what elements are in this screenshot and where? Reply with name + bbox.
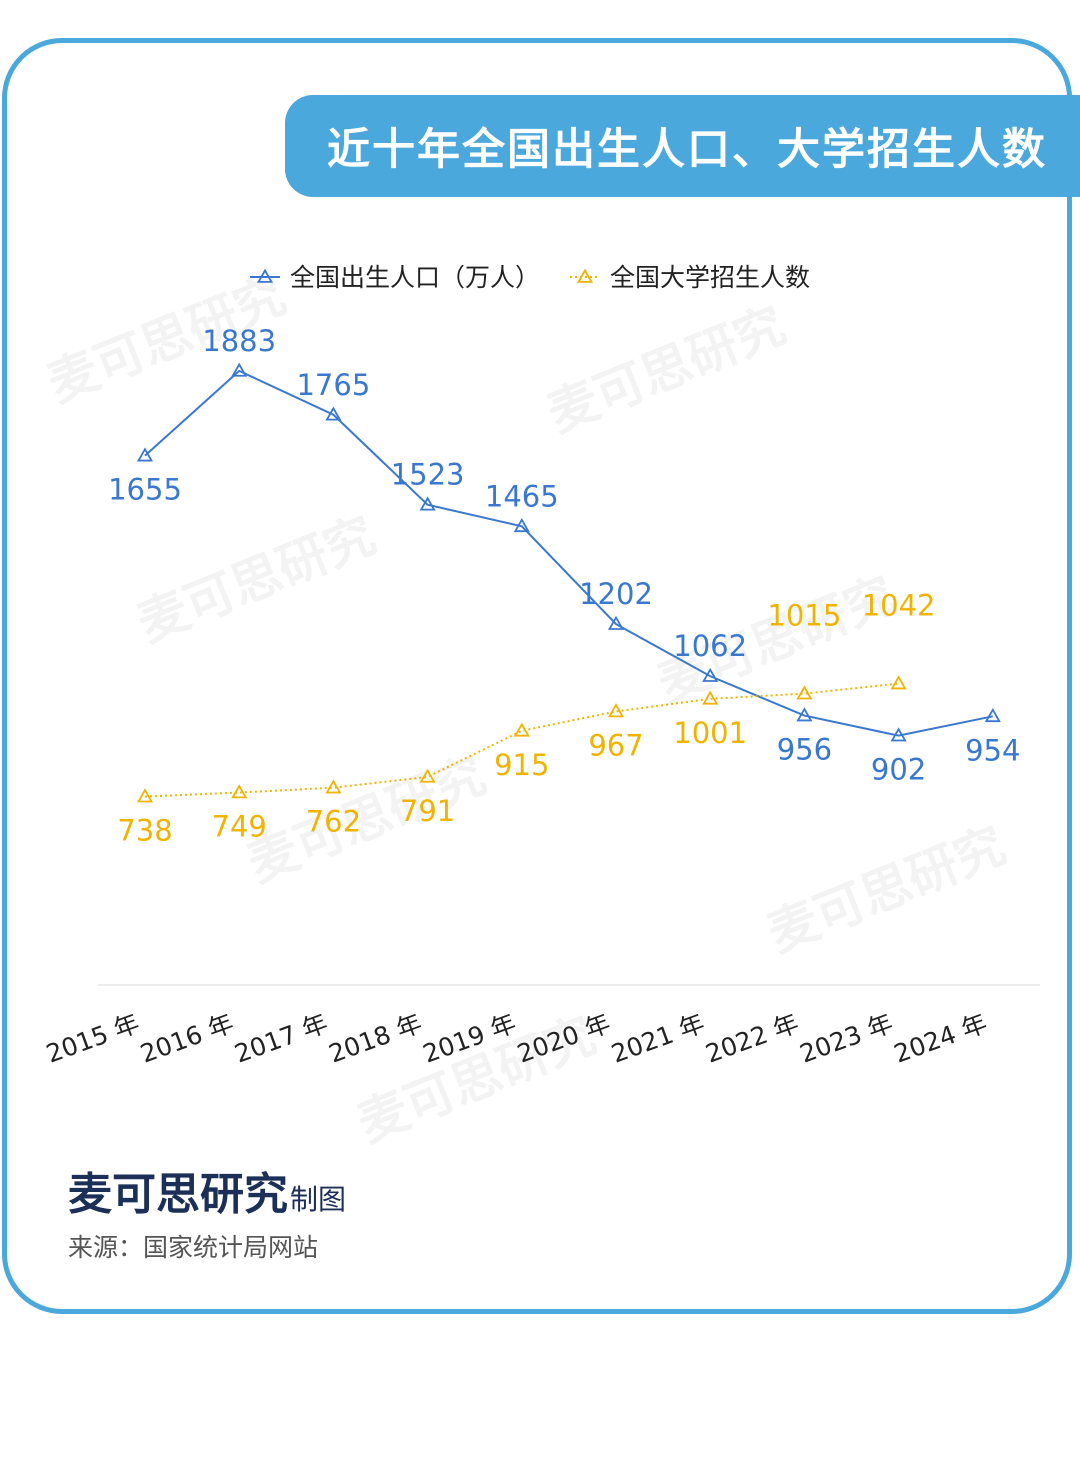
x-tick-label: 2019 年 (419, 1008, 520, 1068)
data-label: 1765 (296, 368, 370, 402)
legend-marker (576, 268, 594, 283)
legend-label: 全国出生人口（万人） (290, 263, 540, 292)
data-point (796, 707, 813, 722)
data-label: 915 (494, 748, 549, 782)
data-label: 1655 (108, 473, 182, 507)
data-label: 1015 (767, 599, 841, 633)
data-label: 1001 (673, 716, 747, 750)
data-point (890, 675, 907, 690)
chart-title: 近十年全国出生人口、大学招生人数 (327, 125, 1047, 175)
data-point (136, 447, 154, 462)
data-label: 1202 (579, 577, 653, 611)
data-point (607, 615, 625, 630)
x-tick-label: 2015 年 (42, 1008, 143, 1068)
series-line-enroll (144, 682, 899, 798)
x-tick-label: 2017 年 (231, 1008, 332, 1068)
data-label: 1042 (862, 589, 936, 623)
brand-credit: 麦可思研究制图 (68, 1158, 346, 1222)
x-tick-label: 2023 年 (796, 1008, 897, 1068)
title-banner: 近十年全国出生人口、大学招生人数 (285, 95, 1080, 197)
data-point (136, 788, 154, 803)
data-label: 791 (400, 794, 455, 828)
data-point (231, 784, 248, 799)
data-label: 1883 (202, 324, 276, 358)
legend-label: 全国大学招生人数 (610, 263, 810, 292)
brand-suffix: 制图 (290, 1183, 347, 1216)
legend-marker (256, 268, 274, 283)
data-point (702, 690, 719, 705)
x-tick-label: 2016 年 (137, 1008, 238, 1068)
x-tick-label: 2021 年 (608, 1008, 709, 1068)
brand-name: 麦可思研究 (68, 1169, 288, 1220)
data-point (513, 722, 530, 737)
data-point (325, 779, 342, 794)
series-line-birth (144, 369, 994, 737)
x-tick-label: 2022 年 (702, 1008, 803, 1068)
data-point (890, 727, 907, 742)
data-point (419, 496, 436, 511)
x-tick-label: 2020 年 (513, 1008, 614, 1068)
data-point (231, 362, 248, 377)
data-label: 902 (871, 753, 926, 787)
data-point (796, 685, 813, 700)
data-label: 749 (212, 810, 267, 844)
data-label: 1062 (673, 629, 747, 663)
data-point (325, 406, 342, 421)
x-tick-label: 2018 年 (325, 1008, 426, 1068)
data-point (702, 667, 719, 682)
data-label: 1465 (485, 479, 559, 513)
data-label: 762 (306, 805, 361, 839)
data-point (607, 703, 625, 718)
data-point (513, 517, 530, 533)
data-label: 956 (777, 733, 832, 767)
data-label: 967 (588, 728, 643, 762)
data-label: 738 (117, 814, 172, 848)
data-source: 来源：国家统计局网站 (68, 1233, 319, 1262)
chart-card (2, 38, 1072, 1314)
data-point (419, 768, 436, 783)
data-label: 954 (965, 733, 1020, 767)
data-point (984, 707, 1001, 723)
x-tick-label: 2024 年 (890, 1008, 991, 1068)
data-label: 1523 (391, 458, 465, 492)
